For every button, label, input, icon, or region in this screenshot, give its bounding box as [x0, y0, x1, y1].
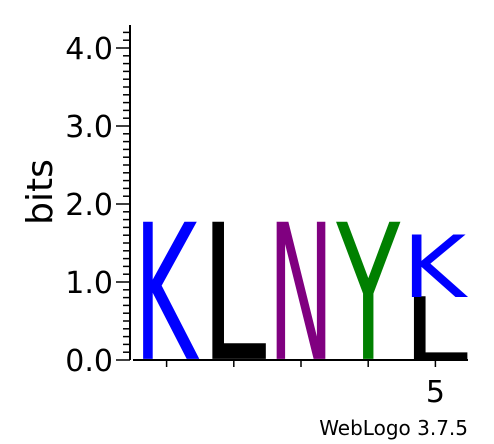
- y-tick-label: 1.0: [65, 266, 113, 301]
- y-axis-title: bits: [20, 159, 61, 225]
- logo-letter-n: N: [268, 185, 334, 404]
- logo-letter-l: L: [201, 185, 267, 404]
- x-tick-label: 5: [426, 375, 445, 410]
- y-axis: 0.0 1.0 2.0 3.0 4.0: [65, 25, 131, 379]
- logo-letter-y: Y: [336, 185, 401, 404]
- y-tick-label: 3.0: [65, 110, 113, 145]
- y-tick-label: 2.0: [65, 188, 113, 223]
- logo-letter-k: K: [134, 185, 200, 404]
- y-tick-label: 0.0: [65, 344, 113, 379]
- letter-stacks: K L N Y LK: [134, 185, 469, 405]
- weblogo-credit: WebLogo 3.7.5: [319, 416, 468, 440]
- y-tick-label: 4.0: [65, 32, 113, 67]
- x-axis: 5: [133, 359, 468, 410]
- logo-letter-k: K: [402, 217, 469, 317]
